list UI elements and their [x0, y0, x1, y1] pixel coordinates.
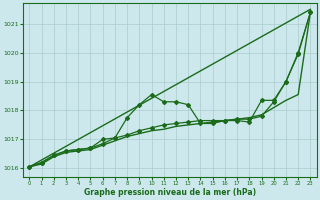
X-axis label: Graphe pression niveau de la mer (hPa): Graphe pression niveau de la mer (hPa): [84, 188, 256, 197]
